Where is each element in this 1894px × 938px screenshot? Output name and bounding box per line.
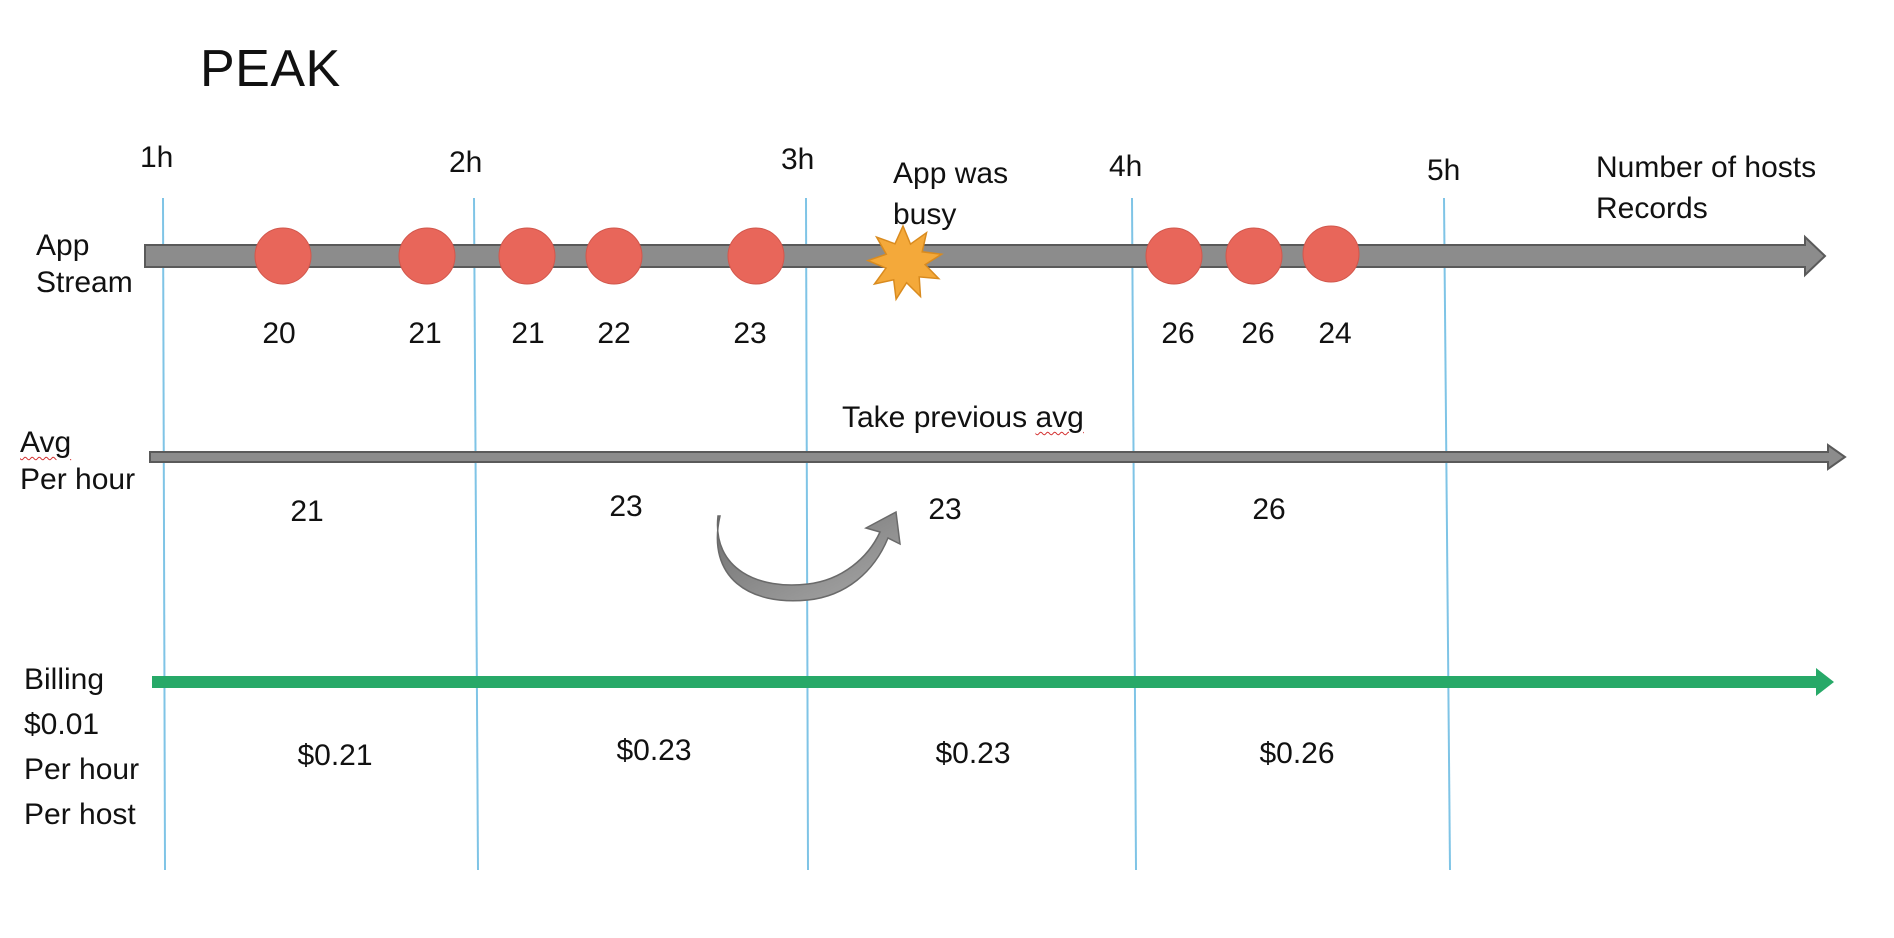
hour-divider-4h: [1131, 197, 1137, 871]
axis-note-line: Number of hosts: [1596, 151, 1817, 184]
starburst-icon: [865, 224, 944, 302]
record-dot: [498, 227, 556, 285]
billing-value: $0.26: [1259, 737, 1335, 770]
avg-timeline-body: [149, 443, 1847, 471]
record-dot: [1302, 225, 1360, 283]
hour-label-4h: 4h: [1109, 150, 1143, 183]
hour-label-1h: 1h: [140, 141, 174, 174]
record-value: 23: [733, 317, 767, 350]
billing-row-label: Billing $0.01 Per hour Per host: [24, 657, 139, 837]
record-value: 26: [1241, 317, 1275, 350]
hour-divider-3h: [805, 197, 809, 871]
curved-arrow-icon: [716, 510, 901, 602]
avg-value: 23: [928, 493, 962, 526]
record-value: 20: [262, 317, 296, 350]
stream-axis-note: Number of hosts Records: [1596, 147, 1816, 230]
avg-value: 26: [1252, 493, 1286, 526]
hour-label-2h: 2h: [449, 146, 483, 179]
billing-label-line: Per host: [24, 798, 136, 831]
billing-timeline-arrow: [152, 668, 1834, 696]
record-dot: [1225, 227, 1283, 285]
carry-over-note: Take previous avg: [842, 401, 1084, 436]
avg-label-line: Per hour: [20, 462, 136, 496]
record-value: 26: [1161, 317, 1195, 350]
record-dot: [254, 227, 312, 285]
hour-divider-2h: [473, 197, 479, 871]
record-dot: [727, 227, 785, 285]
curved-arrow-shape: [716, 510, 901, 602]
carry-over-note-text: Take previous: [842, 401, 1036, 434]
billing-label-line: Billing: [24, 663, 105, 696]
stream-label-line: Stream: [36, 265, 133, 299]
busy-note-line: busy: [893, 197, 957, 231]
avg-row-label: Avg Per hour: [20, 425, 135, 498]
stream-timeline-body: [144, 234, 1827, 278]
record-dot: [585, 227, 643, 285]
billing-value: $0.21: [297, 739, 373, 772]
avg-label-line: Avg: [20, 426, 72, 459]
stream-row-label: App Stream: [36, 228, 133, 301]
stream-label-line: App: [36, 229, 90, 262]
avg-value: 23: [609, 490, 643, 523]
record-value: 24: [1318, 317, 1352, 350]
record-dot: [1145, 227, 1203, 285]
axis-note-line: Records: [1596, 192, 1708, 226]
hour-dividers: [162, 197, 1451, 871]
record-value: 21: [408, 317, 442, 350]
hour-label-3h: 3h: [781, 143, 815, 176]
record-value: 22: [597, 317, 631, 350]
billing-value: $0.23: [935, 737, 1011, 770]
avg-timeline-arrow: [149, 443, 1847, 471]
record-value: 21: [511, 317, 545, 350]
carry-over-note-squiggle: avg: [1035, 401, 1084, 434]
record-dots: [254, 225, 1360, 285]
page-title: PEAK: [200, 40, 341, 98]
stream-timeline-arrow: [144, 234, 1827, 278]
record-dot: [398, 227, 456, 285]
hour-divider-5h: [1443, 197, 1451, 871]
avg-value: 21: [290, 495, 324, 528]
busy-note-line: App was: [893, 157, 1009, 190]
hour-label-5h: 5h: [1427, 154, 1461, 187]
billing-timeline-body: [152, 668, 1834, 696]
billing-label-line: $0.01: [24, 708, 100, 741]
billing-value: $0.23: [616, 734, 692, 767]
hour-divider-1h: [162, 197, 166, 871]
busy-note: App was busy: [893, 154, 1008, 235]
billing-label-line: Per hour: [24, 753, 140, 786]
